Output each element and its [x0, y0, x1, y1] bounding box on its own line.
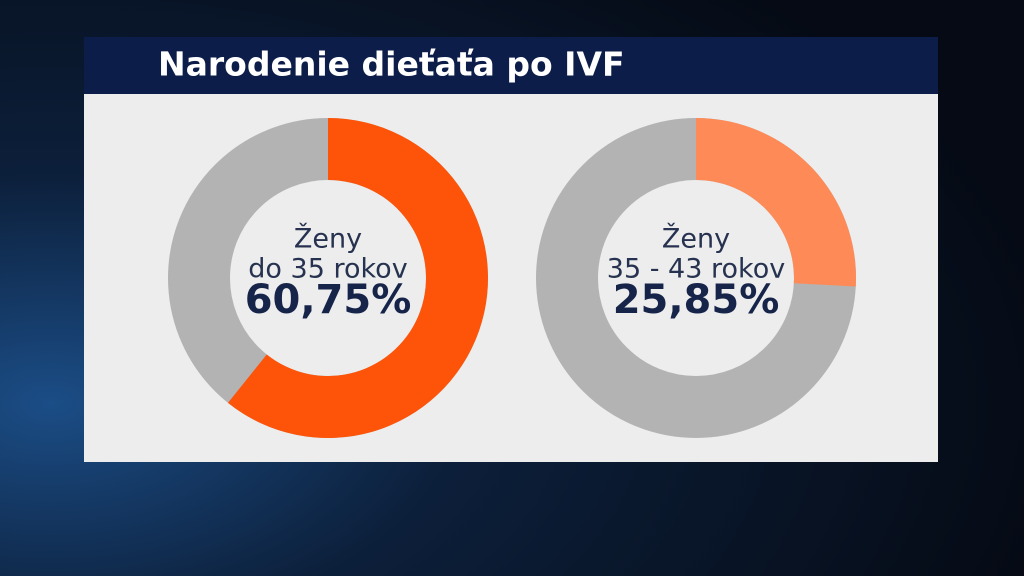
donut-segment	[227, 118, 488, 438]
title: Narodenie dieťaťa po IVF	[158, 45, 625, 84]
donut-label: do 35 rokov	[248, 254, 407, 285]
title-bar	[84, 37, 938, 94]
donut-label: Ženy	[662, 223, 730, 255]
donut-value: 25,85%	[613, 277, 780, 323]
donut-label: Ženy	[294, 223, 362, 255]
donut-value: 60,75%	[245, 277, 412, 323]
donut-label: 35 - 43 rokov	[607, 254, 785, 285]
donut-segment	[696, 118, 856, 287]
